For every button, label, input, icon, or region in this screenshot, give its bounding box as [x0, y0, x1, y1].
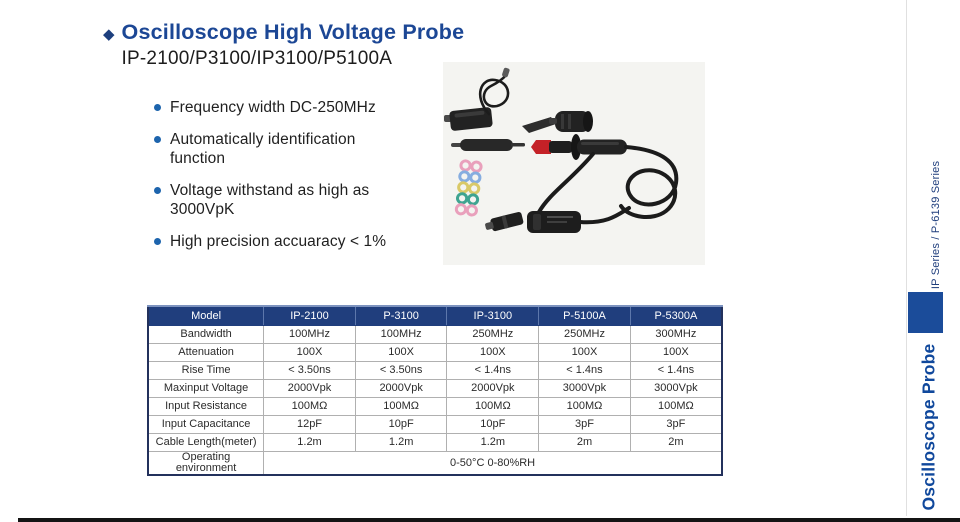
row-label: Rise Time: [147, 361, 265, 380]
bnc-connector: [485, 211, 524, 232]
spec-cell: 2m: [629, 433, 723, 452]
table-row: Input Capacitance 12pF 10pF 10pF 3pF 3pF: [147, 415, 723, 434]
main-probe: [531, 134, 627, 160]
spec-cell: < 3.50ns: [354, 361, 448, 380]
feature-text: Frequency width DC-250MHz: [170, 99, 376, 116]
spec-cell: 100X: [446, 343, 540, 362]
operating-environment-value: 0-50°C 0-80%RH: [263, 451, 723, 476]
table-footer-row: Operating environment 0-50°C 0-80%RH: [147, 451, 723, 476]
bullet-dot-icon: [154, 186, 161, 194]
sidebar-series-label: IP Series / P-6139 Series: [930, 160, 942, 290]
title-text-group: Oscilloscope High Voltage Probe IP-2100/…: [122, 20, 465, 70]
color-rings: [454, 159, 483, 217]
spec-cell: < 1.4ns: [629, 361, 723, 380]
feature-item: Voltage withstand as high as 3000VpK: [154, 182, 414, 220]
row-label: Attenuation: [147, 343, 265, 362]
bullet-dot-icon: [154, 104, 161, 111]
sprung-hook-grabber: [549, 111, 593, 132]
col-header-ip3100: IP-3100: [446, 305, 540, 326]
title-block: ◆ Oscilloscope High Voltage Probe IP-210…: [103, 20, 464, 70]
spec-cell: 10pF: [446, 415, 540, 434]
table-row: Input Resistance 100MΩ 100MΩ 100MΩ 100MΩ…: [147, 397, 723, 416]
table-row: Maxinput Voltage 2000Vpk 2000Vpk 2000Vpk…: [147, 379, 723, 398]
probe-cable: [537, 145, 679, 225]
spec-cell: 1.2m: [263, 433, 356, 452]
spec-cell: 3pF: [538, 415, 631, 434]
spec-cell: 100X: [263, 343, 356, 362]
bottom-rule: [18, 518, 960, 522]
spec-cell: 3000Vpk: [538, 379, 631, 398]
spec-cell: 3000Vpk: [629, 379, 723, 398]
bullet-dot-icon: [154, 135, 161, 143]
page-title: Oscilloscope High Voltage Probe: [121, 20, 465, 44]
row-label: Operating environment: [147, 451, 265, 476]
feature-text: Voltage withstand as high as 3000VpK: [170, 181, 370, 218]
feature-text: High precision accuaracy < 1%: [170, 232, 387, 250]
feature-item: High precision accuaracy < 1%: [154, 233, 414, 252]
col-header-ip2100: IP-2100: [263, 305, 356, 326]
spec-cell: 10pF: [354, 415, 448, 434]
spec-table-header-row: Model IP-2100 P-3100 IP-3100 P-5100A P-5…: [147, 305, 723, 326]
spec-cell: 1.2m: [446, 433, 540, 452]
col-header-p5300a: P-5300A: [629, 305, 723, 326]
table-row: Attenuation 100X 100X 100X 100X 100X: [147, 343, 723, 362]
spec-cell: 2000Vpk: [263, 379, 356, 398]
spec-cell: 100X: [629, 343, 723, 362]
col-header-p5100a: P-5100A: [538, 305, 631, 326]
spec-cell: 3pF: [629, 415, 723, 434]
spec-cell: 100X: [538, 343, 631, 362]
spec-cell: 250MHz: [446, 325, 540, 344]
spec-cell: 100MΩ: [629, 397, 723, 416]
compensation-box: [527, 211, 581, 233]
probe-product-photo: [443, 62, 705, 265]
spec-cell: 100MΩ: [354, 397, 448, 416]
feature-text: Automatically identification function: [170, 130, 356, 167]
spec-cell: 100MHz: [263, 325, 356, 344]
spec-cell: 2000Vpk: [354, 379, 448, 398]
tube-adapter-accessory: [451, 139, 525, 151]
mini-probe-accessory: [444, 67, 510, 131]
table-row: Rise Time < 3.50ns < 3.50ns < 1.4ns < 1.…: [147, 361, 723, 380]
col-header-p3100: P-3100: [354, 305, 448, 326]
spec-cell: 100MΩ: [263, 397, 356, 416]
spec-cell: 2m: [538, 433, 631, 452]
spec-table: Model IP-2100 P-3100 IP-3100 P-5100A P-5…: [147, 305, 723, 476]
hook-clip-blade: [522, 117, 556, 133]
spec-cell: 100MHz: [354, 325, 448, 344]
feature-item: Automatically identification function: [154, 131, 414, 169]
sidebar-product-label: Oscilloscope Probe: [918, 343, 939, 511]
col-header-model: Model: [147, 305, 265, 326]
spec-cell: 100MΩ: [446, 397, 540, 416]
sidebar-divider-line: [906, 0, 907, 516]
row-label: Maxinput Voltage: [147, 379, 265, 398]
spec-cell: 250MHz: [538, 325, 631, 344]
spec-cell: 2000Vpk: [446, 379, 540, 398]
spec-cell: 100MΩ: [538, 397, 631, 416]
spec-cell: < 1.4ns: [538, 361, 631, 380]
row-label: Bandwidth: [147, 325, 265, 344]
sidebar-accent-tab: [908, 292, 943, 333]
row-label: Input Capacitance: [147, 415, 265, 434]
model-list-subtitle: IP-2100/P3100/IP3100/P5100A: [121, 47, 393, 69]
bullet-dot-icon: [154, 237, 161, 245]
spec-cell: < 1.4ns: [446, 361, 540, 380]
diamond-bullet-icon: ◆: [103, 26, 115, 43]
spec-cell: 300MHz: [629, 325, 723, 344]
row-label: Cable Length(meter): [147, 433, 265, 452]
spec-cell: 100X: [354, 343, 448, 362]
spec-cell: < 3.50ns: [263, 361, 356, 380]
table-row: Bandwidth 100MHz 100MHz 250MHz 250MHz 30…: [147, 325, 723, 344]
spec-cell: 12pF: [263, 415, 356, 434]
spec-cell: 1.2m: [354, 433, 448, 452]
table-row: Cable Length(meter) 1.2m 1.2m 1.2m 2m 2m: [147, 433, 723, 452]
row-label: Input Resistance: [147, 397, 265, 416]
probe-illustration: [444, 67, 679, 233]
feature-list: Frequency width DC-250MHz Automatically …: [154, 99, 414, 264]
feature-item: Frequency width DC-250MHz: [154, 99, 414, 118]
